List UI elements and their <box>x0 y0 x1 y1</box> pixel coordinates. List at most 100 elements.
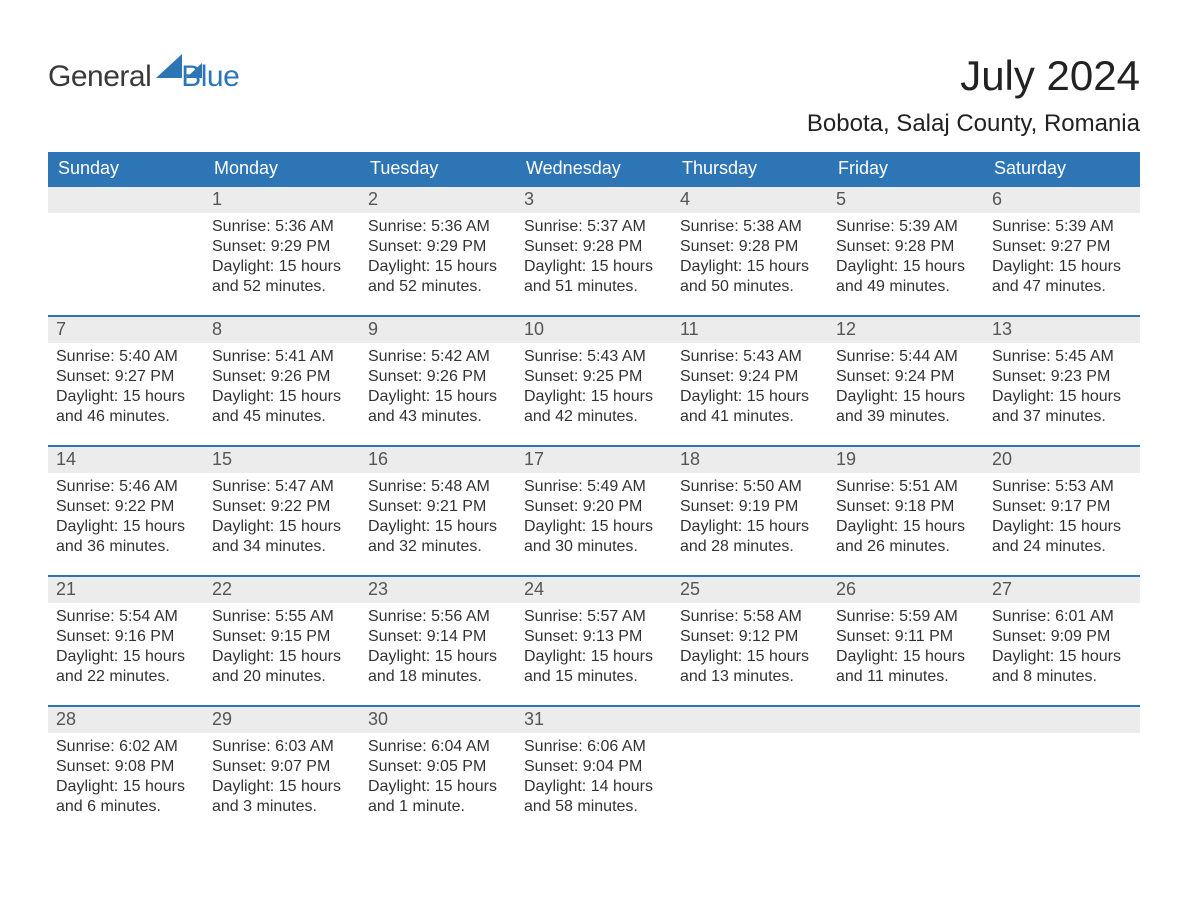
daylight-text: Daylight: 15 hours and 18 minutes. <box>368 647 508 687</box>
day-cell: Sunrise: 6:03 AMSunset: 9:07 PMDaylight:… <box>204 733 360 825</box>
weekday-header-row: Sunday Monday Tuesday Wednesday Thursday… <box>48 152 1140 187</box>
sunset-text: Sunset: 9:11 PM <box>836 627 976 647</box>
sunrise-text: Sunrise: 5:41 AM <box>212 347 352 367</box>
daylight-text: Daylight: 15 hours and 52 minutes. <box>368 257 508 297</box>
sunrise-text: Sunrise: 5:56 AM <box>368 607 508 627</box>
daylight-text: Daylight: 15 hours and 22 minutes. <box>56 647 196 687</box>
day-number: 23 <box>360 577 516 603</box>
day-number: 30 <box>360 707 516 733</box>
calendar-week: 28293031Sunrise: 6:02 AMSunset: 9:08 PMD… <box>48 705 1140 825</box>
day-number: 7 <box>48 317 204 343</box>
day-number <box>828 707 984 733</box>
sunset-text: Sunset: 9:28 PM <box>524 237 664 257</box>
daylight-text: Daylight: 15 hours and 49 minutes. <box>836 257 976 297</box>
sunrise-text: Sunrise: 6:01 AM <box>992 607 1132 627</box>
day-cell: Sunrise: 5:38 AMSunset: 9:28 PMDaylight:… <box>672 213 828 305</box>
daylight-text: Daylight: 15 hours and 30 minutes. <box>524 517 664 557</box>
daylight-text: Daylight: 15 hours and 37 minutes. <box>992 387 1132 427</box>
day-cell: Sunrise: 5:44 AMSunset: 9:24 PMDaylight:… <box>828 343 984 435</box>
weekday-header: Saturday <box>984 152 1140 187</box>
day-number: 5 <box>828 187 984 213</box>
daylight-text: Daylight: 14 hours and 58 minutes. <box>524 777 664 817</box>
daynum-row: 21222324252627 <box>48 577 1140 603</box>
day-number: 15 <box>204 447 360 473</box>
sunrise-text: Sunrise: 5:45 AM <box>992 347 1132 367</box>
sunrise-text: Sunrise: 6:03 AM <box>212 737 352 757</box>
weekday-header: Monday <box>204 152 360 187</box>
day-cell: Sunrise: 6:01 AMSunset: 9:09 PMDaylight:… <box>984 603 1140 695</box>
day-body-row: Sunrise: 5:46 AMSunset: 9:22 PMDaylight:… <box>48 473 1140 565</box>
daylight-text: Daylight: 15 hours and 1 minute. <box>368 777 508 817</box>
day-cell: Sunrise: 5:51 AMSunset: 9:18 PMDaylight:… <box>828 473 984 565</box>
day-body-row: Sunrise: 5:54 AMSunset: 9:16 PMDaylight:… <box>48 603 1140 695</box>
day-number: 1 <box>204 187 360 213</box>
sunrise-text: Sunrise: 5:47 AM <box>212 477 352 497</box>
daylight-text: Daylight: 15 hours and 41 minutes. <box>680 387 820 427</box>
day-number: 6 <box>984 187 1140 213</box>
daylight-text: Daylight: 15 hours and 46 minutes. <box>56 387 196 427</box>
daylight-text: Daylight: 15 hours and 34 minutes. <box>212 517 352 557</box>
daylight-text: Daylight: 15 hours and 32 minutes. <box>368 517 508 557</box>
location-line: Bobota, Salaj County, Romania <box>807 110 1140 138</box>
brand-logo: General Blue <box>48 52 239 94</box>
sunset-text: Sunset: 9:24 PM <box>680 367 820 387</box>
sunrise-text: Sunrise: 5:39 AM <box>992 217 1132 237</box>
day-cell: Sunrise: 6:06 AMSunset: 9:04 PMDaylight:… <box>516 733 672 825</box>
day-number: 2 <box>360 187 516 213</box>
day-cell: Sunrise: 5:41 AMSunset: 9:26 PMDaylight:… <box>204 343 360 435</box>
day-number: 9 <box>360 317 516 343</box>
sunset-text: Sunset: 9:21 PM <box>368 497 508 517</box>
sunset-text: Sunset: 9:29 PM <box>368 237 508 257</box>
daylight-text: Daylight: 15 hours and 47 minutes. <box>992 257 1132 297</box>
sunrise-text: Sunrise: 5:50 AM <box>680 477 820 497</box>
sunrise-text: Sunrise: 5:53 AM <box>992 477 1132 497</box>
day-cell: Sunrise: 5:55 AMSunset: 9:15 PMDaylight:… <box>204 603 360 695</box>
daynum-row: 78910111213 <box>48 317 1140 343</box>
day-number: 13 <box>984 317 1140 343</box>
daylight-text: Daylight: 15 hours and 3 minutes. <box>212 777 352 817</box>
sunset-text: Sunset: 9:18 PM <box>836 497 976 517</box>
day-number: 12 <box>828 317 984 343</box>
day-number: 22 <box>204 577 360 603</box>
sunrise-text: Sunrise: 5:43 AM <box>524 347 664 367</box>
day-cell: Sunrise: 5:36 AMSunset: 9:29 PMDaylight:… <box>204 213 360 305</box>
daylight-text: Daylight: 15 hours and 51 minutes. <box>524 257 664 297</box>
sunrise-text: Sunrise: 5:42 AM <box>368 347 508 367</box>
day-body-row: Sunrise: 6:02 AMSunset: 9:08 PMDaylight:… <box>48 733 1140 825</box>
day-cell: Sunrise: 5:45 AMSunset: 9:23 PMDaylight:… <box>984 343 1140 435</box>
daylight-text: Daylight: 15 hours and 36 minutes. <box>56 517 196 557</box>
title-block: July 2024 Bobota, Salaj County, Romania <box>807 52 1140 138</box>
sunrise-text: Sunrise: 5:59 AM <box>836 607 976 627</box>
sunset-text: Sunset: 9:07 PM <box>212 757 352 777</box>
day-cell: Sunrise: 5:54 AMSunset: 9:16 PMDaylight:… <box>48 603 204 695</box>
day-number: 17 <box>516 447 672 473</box>
sunset-text: Sunset: 9:25 PM <box>524 367 664 387</box>
weekday-header: Sunday <box>48 152 204 187</box>
day-number: 4 <box>672 187 828 213</box>
sunset-text: Sunset: 9:22 PM <box>56 497 196 517</box>
day-cell <box>984 733 1140 825</box>
calendar-week: 21222324252627Sunrise: 5:54 AMSunset: 9:… <box>48 575 1140 695</box>
day-number: 29 <box>204 707 360 733</box>
daylight-text: Daylight: 15 hours and 43 minutes. <box>368 387 508 427</box>
sunrise-text: Sunrise: 5:48 AM <box>368 477 508 497</box>
sunrise-text: Sunrise: 5:44 AM <box>836 347 976 367</box>
daylight-text: Daylight: 15 hours and 24 minutes. <box>992 517 1132 557</box>
day-cell <box>828 733 984 825</box>
day-cell: Sunrise: 5:59 AMSunset: 9:11 PMDaylight:… <box>828 603 984 695</box>
sunrise-text: Sunrise: 6:06 AM <box>524 737 664 757</box>
day-number: 8 <box>204 317 360 343</box>
day-cell: Sunrise: 5:49 AMSunset: 9:20 PMDaylight:… <box>516 473 672 565</box>
sunset-text: Sunset: 9:12 PM <box>680 627 820 647</box>
sunrise-text: Sunrise: 5:51 AM <box>836 477 976 497</box>
sunset-text: Sunset: 9:28 PM <box>836 237 976 257</box>
sunset-text: Sunset: 9:19 PM <box>680 497 820 517</box>
sunset-text: Sunset: 9:09 PM <box>992 627 1132 647</box>
day-body-row: Sunrise: 5:36 AMSunset: 9:29 PMDaylight:… <box>48 213 1140 305</box>
day-number: 18 <box>672 447 828 473</box>
day-cell: Sunrise: 5:56 AMSunset: 9:14 PMDaylight:… <box>360 603 516 695</box>
sunrise-text: Sunrise: 5:58 AM <box>680 607 820 627</box>
day-number: 31 <box>516 707 672 733</box>
day-number: 20 <box>984 447 1140 473</box>
day-number <box>48 187 204 213</box>
